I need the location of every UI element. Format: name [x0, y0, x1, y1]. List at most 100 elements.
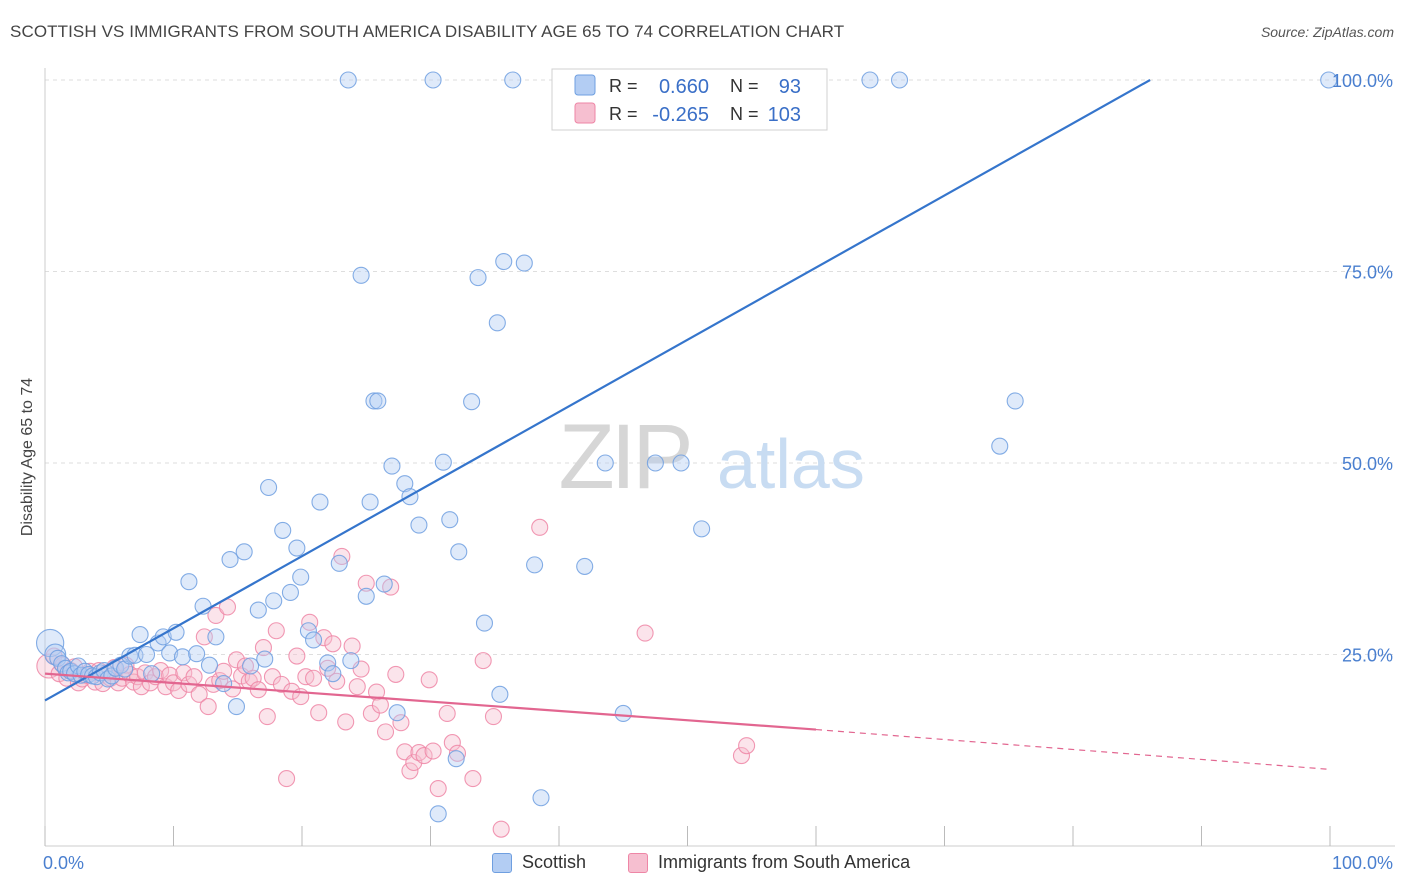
- immigrants-point: [357, 574, 375, 592]
- scottish-point: [299, 622, 317, 640]
- scottish-point: [319, 654, 337, 672]
- immigrants-point: [424, 742, 442, 760]
- scottish-point: [463, 393, 481, 411]
- scottish-point: [352, 266, 370, 284]
- immigrants-point: [310, 704, 328, 722]
- immigrants-point: [278, 770, 296, 788]
- immigrants-point: [392, 714, 410, 732]
- legend-item-immigrants[interactable]: Immigrants from South America: [628, 852, 910, 873]
- immigrants-point: [464, 770, 482, 788]
- watermark-atlas: atlas: [717, 425, 865, 503]
- scottish-point: [131, 626, 149, 644]
- scottish-point: [434, 453, 452, 471]
- scottish-point: [504, 71, 522, 89]
- scottish-point: [242, 657, 260, 675]
- immigrants-point: [227, 651, 246, 669]
- scottish-point: [375, 575, 393, 593]
- scottish-point: [221, 550, 239, 569]
- y-tick-label: 25.0%: [1342, 646, 1393, 666]
- legend-label-scottish: Scottish: [522, 852, 587, 872]
- trend-line-scottish: [44, 79, 1151, 702]
- legend-label-immigrants: Immigrants from South America: [658, 852, 911, 872]
- immigrants-point: [429, 779, 447, 798]
- immigrants-point: [267, 622, 285, 640]
- scottish-point: [1320, 71, 1338, 89]
- scottish-point: [410, 516, 428, 534]
- legend-swatch-immigrants: [574, 102, 596, 124]
- scottish-point: [532, 789, 550, 807]
- scottish-point: [305, 631, 323, 649]
- immigrants-point: [328, 672, 346, 690]
- scottish-point: [495, 252, 513, 271]
- legend-frame: [551, 68, 828, 131]
- immigrants-point: [324, 635, 342, 653]
- legend-item-scottish[interactable]: Scottish: [492, 852, 586, 873]
- scottish-point: [491, 685, 509, 703]
- y-tick-label: 75.0%: [1342, 263, 1393, 283]
- scottish-point: [424, 71, 442, 89]
- y-tick-label: 100.0%: [1332, 71, 1393, 91]
- immigrants-point: [305, 669, 323, 687]
- scottish-point: [173, 648, 192, 666]
- scottish-point: [515, 254, 533, 272]
- y-tick-label: 50.0%: [1342, 454, 1393, 474]
- trend-lines: [44, 79, 1331, 770]
- immigrants-point: [420, 671, 438, 689]
- scottish-point: [450, 543, 468, 561]
- immigrants-point: [438, 704, 456, 723]
- immigrants-point: [484, 707, 503, 726]
- scottish-point: [180, 573, 198, 591]
- immigrants-point: [319, 659, 337, 677]
- immigrants-point: [367, 683, 386, 701]
- immigrants-point: [337, 713, 355, 731]
- stats-legend: R = 0.660 N = 93 R = -0.265 N = 103: [551, 68, 828, 131]
- scottish-point: [365, 392, 383, 410]
- scottish-point: [256, 650, 274, 668]
- scottish-point: [396, 475, 414, 493]
- axes: [44, 68, 1395, 847]
- immigrants-point: [224, 680, 242, 698]
- watermark-zip: ZIP: [558, 406, 689, 508]
- legend-r-value-2: -0.265: [652, 104, 709, 126]
- tick-labels: 25.0% 50.0% 75.0% 100.0% 0.0% 100.0%: [43, 71, 1393, 873]
- immigrants-point: [492, 820, 510, 838]
- scottish-point: [330, 554, 348, 572]
- legend-n-label-2: N =: [730, 104, 759, 124]
- scottish-point: [596, 454, 614, 472]
- scottish-point: [143, 665, 161, 683]
- scottish-point: [292, 568, 310, 586]
- scottish-point: [260, 478, 278, 497]
- series-legend: Scottish Immigrants from South America: [0, 852, 1406, 878]
- scottish-point: [475, 614, 494, 632]
- legend-swatch-scottish-bottom: [492, 852, 512, 873]
- immigrants-point: [405, 753, 423, 772]
- x-tick-label-max: 100.0%: [1332, 853, 1393, 873]
- scottish-point: [121, 647, 139, 665]
- immigrants-point: [190, 685, 208, 703]
- scottish-point: [357, 587, 375, 605]
- scottish-point: [227, 698, 246, 716]
- scottish-point: [429, 805, 447, 823]
- immigrants-point: [636, 624, 654, 642]
- immigrants-point: [315, 629, 333, 647]
- scottish-point: [249, 601, 267, 619]
- scottish-point: [469, 269, 487, 287]
- scottish-point: [59, 664, 77, 682]
- scottish-point: [188, 645, 206, 663]
- immigrants-point: [343, 637, 361, 655]
- immigrants-point: [272, 675, 290, 693]
- scottish-point: [339, 71, 357, 89]
- immigrants-point: [258, 707, 276, 726]
- scottish-point: [441, 511, 459, 529]
- chart-title: SCOTTISH VS IMMIGRANTS FROM SOUTH AMERIC…: [10, 22, 845, 41]
- x-tick-label-min: 0.0%: [43, 853, 84, 873]
- immigrants-point: [195, 628, 213, 646]
- scottish-point: [324, 665, 342, 683]
- scottish-point: [388, 704, 406, 722]
- scottish-point: [207, 628, 225, 646]
- immigrants-point: [474, 652, 492, 670]
- scottish-point: [265, 592, 283, 610]
- scottish-point: [646, 454, 664, 472]
- immigrants-point: [152, 662, 170, 680]
